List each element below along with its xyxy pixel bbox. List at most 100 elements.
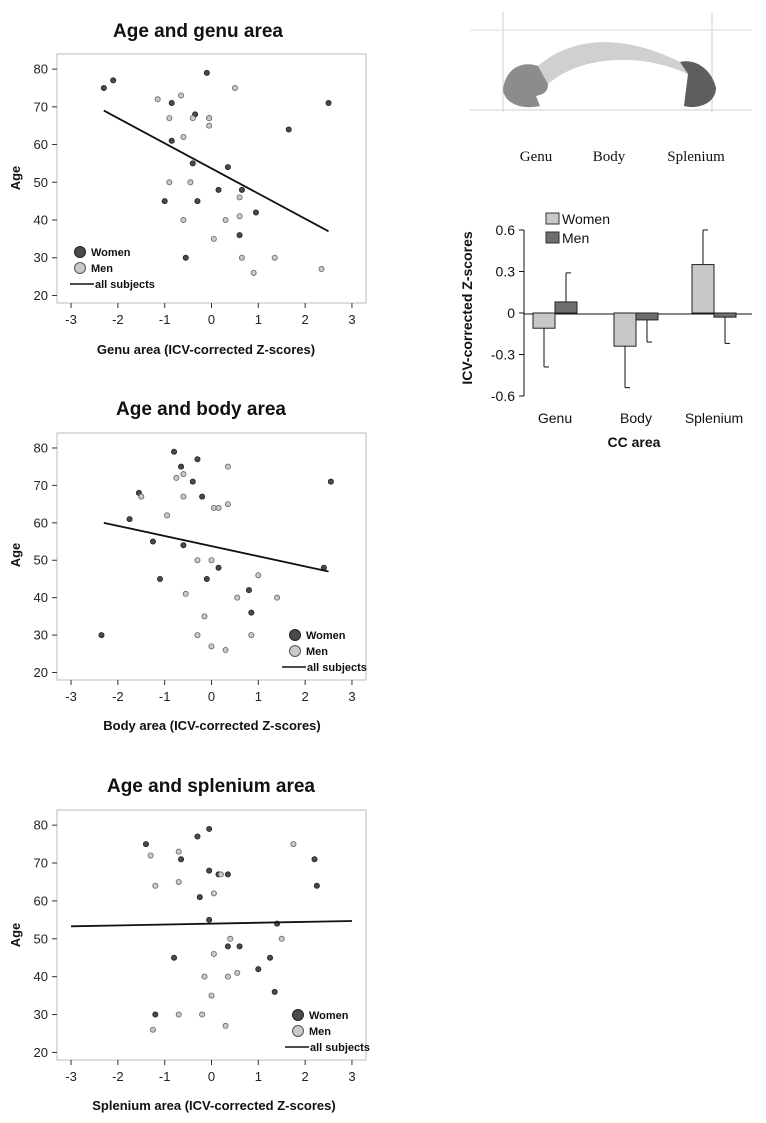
legend-men-swatch: [545, 231, 560, 244]
legend-men-label: Men: [306, 646, 328, 658]
data-point-women: [126, 516, 133, 523]
x-axis-label: Genu area (ICV-corrected Z-scores): [97, 342, 315, 357]
legend-women-marker: [292, 1009, 304, 1021]
legend-women-label: Women: [306, 630, 346, 642]
x-tick-label: 0: [208, 312, 215, 327]
category-label-splenium: Splenium: [685, 410, 743, 426]
data-point-men: [271, 254, 278, 261]
data-point-men: [194, 632, 201, 639]
data-point-women: [171, 954, 178, 961]
x-tick-label: 3: [348, 689, 355, 704]
x-tick-label: -3: [65, 1069, 77, 1084]
data-point-men: [248, 632, 255, 639]
x-tick-label: 0: [208, 689, 215, 704]
data-point-women: [206, 867, 213, 874]
fit-line-all-subjects: [103, 109, 329, 233]
legend-fit-label: all subjects: [95, 279, 155, 291]
fit-line-all-subjects: [71, 920, 352, 928]
data-point-men: [224, 973, 231, 980]
scatter-chart-body: Age and body area Body area (ICV-correct…: [8, 399, 367, 733]
data-point-men: [222, 647, 229, 654]
legend: Women Men all subjects: [285, 1009, 370, 1054]
data-point-women: [194, 198, 201, 205]
data-point-women: [149, 538, 156, 545]
legend: Women Men: [545, 211, 610, 246]
y-tick-label: 40: [34, 213, 48, 228]
data-point-women: [178, 463, 185, 470]
y-tick-label: 80: [34, 62, 48, 77]
data-point-women: [203, 575, 210, 582]
y-axis-label: ICV-corrected Z-scores: [459, 231, 475, 384]
y-tick-label: 40: [34, 590, 48, 605]
bar-women-body: [613, 312, 637, 347]
legend-women-label: Women: [91, 247, 131, 259]
cc-label-genu: Genu: [520, 149, 553, 165]
legend-women-label: Women: [309, 1010, 349, 1022]
data-point-women: [194, 833, 201, 840]
y-tick-label: 20: [34, 1045, 48, 1060]
data-point-men: [231, 84, 238, 91]
x-tick-label: -1: [159, 689, 171, 704]
data-point-women: [180, 542, 187, 549]
x-tick-label: -1: [159, 312, 171, 327]
plot-frame: [56, 809, 367, 1061]
data-point-women: [236, 943, 243, 950]
y-tick-label: 0: [507, 305, 515, 321]
data-point-men: [182, 590, 189, 597]
x-tick-label: -3: [65, 312, 77, 327]
data-point-women: [196, 894, 203, 901]
data-point-women: [327, 478, 334, 485]
y-tick-label: -0.3: [491, 347, 515, 363]
data-point-women: [255, 966, 262, 973]
data-point-men: [250, 269, 257, 276]
y-tick-label: 70: [34, 478, 48, 493]
data-point-women: [215, 186, 222, 193]
y-tick-label: 50: [34, 931, 48, 946]
y-tick-label: 80: [34, 818, 48, 833]
data-point-men: [238, 254, 245, 261]
data-point-men: [180, 216, 187, 223]
data-point-women: [206, 825, 213, 832]
x-tick-label: 1: [255, 312, 262, 327]
data-point-men: [166, 179, 173, 186]
data-point-men: [217, 871, 224, 878]
y-tick-label: 80: [34, 440, 48, 455]
data-point-women: [236, 232, 243, 239]
data-point-women: [152, 1011, 159, 1018]
legend-women-swatch: [545, 212, 560, 225]
data-point-women: [110, 77, 117, 84]
y-tick-label: 20: [34, 288, 48, 303]
data-point-men: [224, 463, 231, 470]
y-axis-label: Age: [8, 166, 23, 191]
data-point-men: [227, 935, 234, 942]
y-tick-label: 30: [34, 628, 48, 643]
data-point-women: [189, 160, 196, 167]
legend-women-marker: [289, 629, 301, 641]
data-point-men: [175, 848, 182, 855]
bar-chart-cc-area: 0.6 0.3 0 -0.3 -0.6 ICV-corrected Z-scores G…: [459, 211, 752, 450]
data-point-men: [210, 950, 217, 957]
legend-fit-label: all subjects: [310, 1042, 370, 1054]
data-point-men: [224, 501, 231, 508]
legend-men-marker: [74, 262, 86, 274]
legend-men-label: Men: [91, 263, 113, 275]
data-point-women: [248, 609, 255, 616]
data-point-women: [171, 448, 178, 455]
data-point-women: [245, 587, 252, 594]
data-point-women: [156, 575, 163, 582]
corpus-callosum-diagram: Genu Body Splenium: [470, 12, 752, 165]
data-point-women: [224, 871, 231, 878]
x-axis-label: CC area: [608, 434, 661, 450]
data-point-men: [274, 594, 281, 601]
data-point-men: [175, 878, 182, 885]
y-axis-label: Age: [8, 543, 23, 568]
data-point-women: [168, 100, 175, 107]
data-point-men: [206, 115, 213, 122]
cc-label-splenium: Splenium: [667, 149, 725, 165]
data-point-men: [194, 557, 201, 564]
bar-men-body: [635, 312, 659, 321]
x-tick-label: -3: [65, 689, 77, 704]
data-point-men: [236, 194, 243, 201]
legend-women-label: Women: [562, 211, 610, 227]
